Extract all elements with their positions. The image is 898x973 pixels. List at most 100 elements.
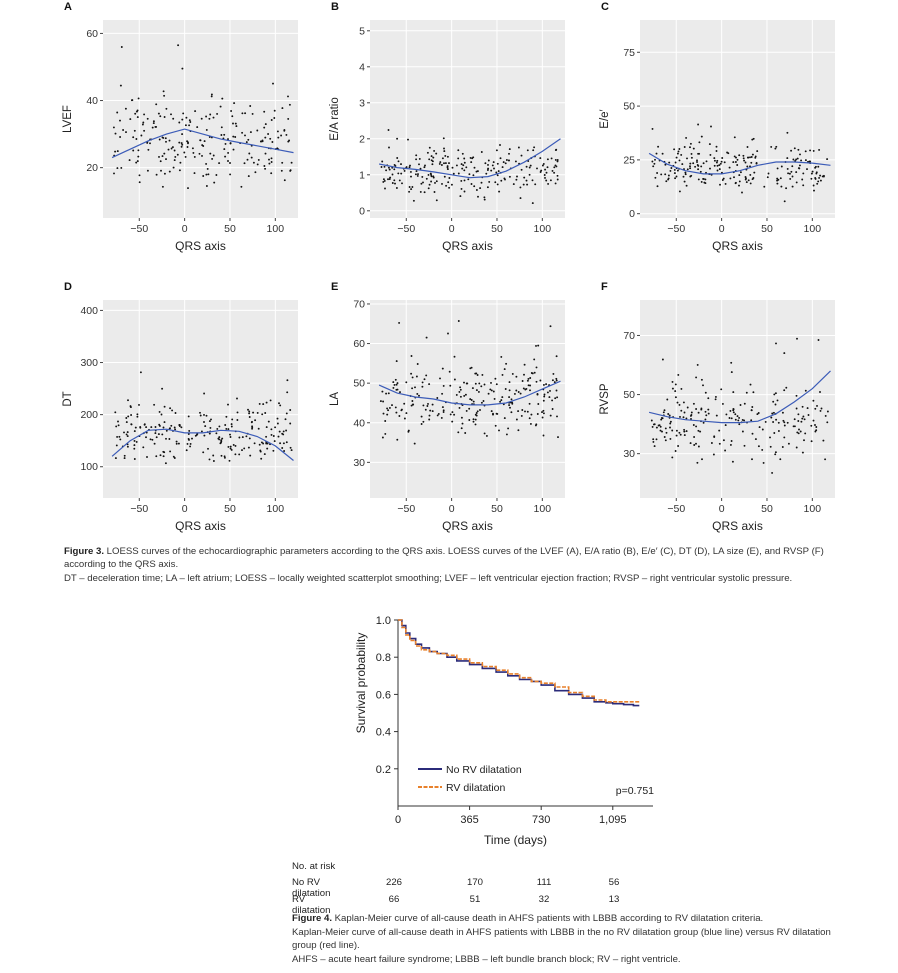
data-point [163, 152, 166, 155]
data-point [724, 424, 727, 427]
data-point [733, 176, 735, 179]
data-point [665, 431, 668, 434]
data-point [424, 408, 427, 411]
data-point [522, 183, 525, 186]
data-point [747, 156, 750, 159]
data-point [463, 179, 466, 182]
data-point [733, 136, 736, 139]
data-point [731, 460, 734, 463]
data-point [662, 411, 665, 414]
data-point [447, 332, 449, 335]
data-point [249, 454, 252, 457]
data-point [384, 432, 387, 435]
data-point [555, 355, 558, 358]
data-point [724, 449, 727, 452]
data-point [812, 419, 815, 422]
data-point [490, 381, 492, 384]
data-point [683, 146, 686, 148]
data-point [521, 409, 524, 411]
data-point [391, 404, 393, 407]
data-point [804, 432, 807, 435]
data-point [738, 416, 741, 419]
data-point [203, 413, 205, 416]
data-point [268, 162, 271, 165]
panel-letter: A [64, 1, 72, 13]
x-tick-label: −50 [667, 503, 685, 515]
data-point [697, 168, 700, 171]
data-point [516, 175, 518, 178]
data-point [776, 182, 779, 185]
data-point [660, 418, 663, 421]
data-point [508, 159, 510, 162]
data-point [135, 440, 138, 443]
x-tick-label: 100 [804, 223, 822, 235]
y-tick-label: 4 [359, 61, 365, 73]
data-point [199, 139, 202, 142]
data-point [198, 152, 201, 155]
data-point [158, 423, 161, 426]
data-point [159, 115, 162, 118]
data-point [790, 170, 793, 173]
data-point [756, 150, 759, 153]
data-point [548, 396, 551, 399]
data-point [241, 436, 244, 439]
data-point [384, 187, 386, 190]
data-point [388, 178, 391, 181]
data-point [800, 420, 803, 423]
data-point [270, 161, 273, 163]
data-point [433, 149, 436, 152]
loess-curve [111, 128, 294, 159]
data-point [457, 320, 460, 322]
data-point [136, 116, 139, 119]
data-point [403, 402, 406, 405]
data-point [210, 418, 212, 421]
data-point [127, 399, 129, 402]
data-point [750, 156, 753, 158]
data-point [508, 404, 511, 407]
data-point [276, 422, 279, 425]
data-point [272, 435, 275, 437]
data-point [816, 182, 819, 185]
data-point [551, 408, 554, 410]
data-point [193, 172, 196, 175]
y-tick-label: 70 [353, 298, 365, 310]
risk-table-title: No. at risk [292, 861, 336, 872]
data-point [441, 182, 443, 185]
data-point [168, 438, 171, 440]
data-point [517, 429, 520, 432]
data-point [757, 412, 760, 414]
data-point [781, 446, 784, 448]
x-tick-label: 0 [395, 814, 401, 826]
data-point [177, 44, 180, 47]
data-point [699, 170, 702, 173]
data-point [230, 425, 233, 428]
data-point [739, 404, 742, 406]
data-point [543, 393, 546, 396]
data-point [157, 112, 160, 115]
data-point [395, 187, 398, 189]
panel-D: −50 0 50 100 100 200 300 400 QRS axis DT D [62, 281, 298, 533]
data-point [713, 157, 716, 160]
data-point [495, 412, 498, 415]
data-point [396, 438, 399, 441]
data-point [428, 383, 431, 386]
data-point [492, 390, 495, 393]
data-point [720, 388, 723, 391]
data-point [704, 178, 707, 181]
data-point [487, 163, 489, 166]
data-point [544, 168, 547, 171]
data-point [382, 178, 385, 181]
data-point [659, 425, 662, 428]
data-point [149, 142, 151, 145]
data-point [489, 388, 492, 391]
data-point [680, 409, 683, 412]
data-point [241, 449, 243, 452]
data-point [140, 134, 143, 137]
data-point [248, 416, 251, 418]
data-point [227, 151, 230, 154]
data-point [408, 166, 411, 169]
y-tick-label: 1 [359, 169, 365, 181]
data-point [395, 360, 398, 363]
data-point [212, 454, 215, 457]
data-point [689, 146, 691, 149]
